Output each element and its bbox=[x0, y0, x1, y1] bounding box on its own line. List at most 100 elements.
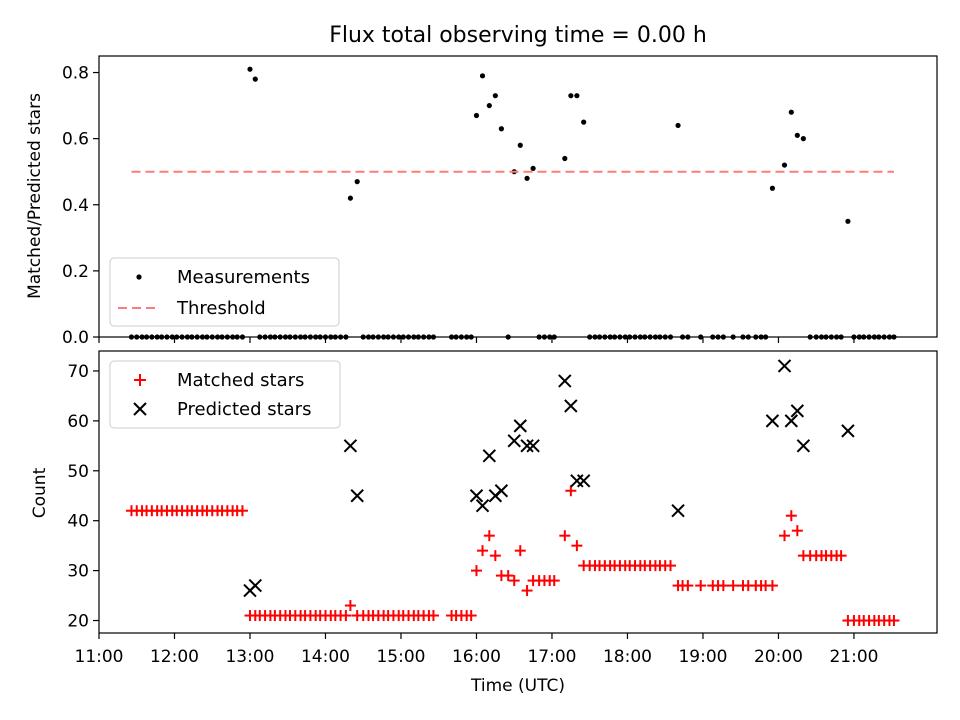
legend-matched-marker bbox=[134, 374, 146, 386]
predicted-star-point bbox=[796, 439, 811, 453]
x-b bbox=[343, 439, 358, 453]
predicted-star-point bbox=[520, 439, 534, 453]
measurement-point bbox=[247, 66, 253, 72]
measurement-point bbox=[492, 93, 498, 99]
x-tick-label: 11:00 bbox=[75, 647, 124, 667]
matched-star-point bbox=[565, 485, 577, 497]
y-tick-label: 20 bbox=[67, 612, 89, 632]
matched-star-point bbox=[727, 580, 739, 592]
x-tick-label: 20:00 bbox=[754, 647, 803, 667]
measurement-point bbox=[794, 132, 800, 138]
predicted-star-point bbox=[494, 484, 509, 498]
top-y-axis-label: Matched/Predicted stars bbox=[25, 93, 45, 299]
bottom-legend-box bbox=[109, 360, 341, 429]
x-b bbox=[248, 578, 262, 593]
y-tick-label: 0.8 bbox=[62, 64, 89, 84]
predicted-star-point bbox=[671, 504, 685, 518]
x-b bbox=[841, 424, 855, 438]
legend-matched-label: Matched stars bbox=[177, 370, 304, 391]
x-tick-label: 17:00 bbox=[527, 647, 576, 667]
matched-star-point bbox=[785, 510, 797, 522]
y-tick-label: 50 bbox=[67, 462, 89, 482]
predicted-star-point bbox=[576, 474, 591, 488]
measurement-point bbox=[675, 122, 681, 129]
matched-star-point bbox=[489, 550, 501, 562]
predicted-star-point bbox=[558, 374, 572, 388]
bottom-plot-area bbox=[125, 359, 900, 627]
x-tick-label: 21:00 bbox=[829, 647, 878, 667]
measurement-point bbox=[581, 119, 587, 125]
matched-star-point bbox=[502, 570, 514, 582]
matched-star-point bbox=[465, 610, 477, 622]
measurement-point bbox=[769, 185, 776, 191]
legend-measurements-marker bbox=[136, 274, 142, 280]
x-b bbox=[526, 439, 540, 453]
x-b bbox=[777, 359, 792, 373]
predicted-star-point bbox=[248, 578, 262, 593]
y-tick-label: 30 bbox=[67, 562, 89, 582]
matched-star-point bbox=[548, 575, 560, 587]
measurement-point bbox=[473, 112, 480, 119]
x-b bbox=[494, 484, 509, 498]
x-b bbox=[475, 499, 490, 513]
matched-star-point bbox=[427, 610, 439, 622]
predicted-star-point bbox=[513, 419, 527, 433]
x-b bbox=[784, 414, 799, 428]
top-legend-box bbox=[109, 257, 340, 327]
x-tick-label: 15:00 bbox=[376, 647, 425, 667]
x-tick-label: 14:00 bbox=[301, 647, 350, 667]
y-tick-label: 0.0 bbox=[62, 328, 89, 348]
measurement-point bbox=[252, 76, 258, 82]
x-tick-label: 18:00 bbox=[603, 647, 652, 667]
x-b bbox=[765, 414, 780, 428]
x-b bbox=[558, 374, 572, 388]
matched-star-point bbox=[766, 580, 778, 592]
y-tick-label: 0.4 bbox=[62, 196, 89, 216]
predicted-star-point bbox=[507, 434, 521, 448]
x-b bbox=[350, 489, 364, 503]
measurement-point bbox=[788, 109, 794, 115]
y-tick-label: 70 bbox=[67, 362, 89, 382]
matched-star-point bbox=[778, 530, 790, 542]
matched-star-point bbox=[791, 525, 803, 537]
bottom-y-ticks: 20 30 40 50 60 70 bbox=[67, 362, 99, 632]
x-tick-label: 12:00 bbox=[150, 647, 199, 667]
x-b bbox=[796, 439, 811, 453]
predicted-star-point bbox=[841, 424, 855, 438]
legend-threshold-label: Threshold bbox=[176, 298, 266, 319]
predicted-star-point bbox=[564, 399, 578, 413]
measurement-point bbox=[562, 155, 568, 162]
measurement-point bbox=[568, 93, 574, 99]
x-b bbox=[469, 489, 484, 503]
matched-star-point bbox=[695, 580, 707, 592]
matched-star-point bbox=[571, 540, 583, 552]
matched-star-point bbox=[514, 545, 526, 557]
x-tick-label: 13:00 bbox=[225, 647, 274, 667]
measurement-point bbox=[354, 179, 360, 185]
top-legend: Measurements Threshold bbox=[109, 257, 340, 327]
matched-star-point bbox=[236, 505, 248, 517]
top-y-ticks: 0.0 0.2 0.4 0.6 0.8 bbox=[62, 64, 99, 348]
predicted-star-point bbox=[482, 449, 497, 463]
y-tick-label: 0.6 bbox=[62, 130, 89, 150]
matched-star-point bbox=[344, 600, 356, 612]
predicted-star-point bbox=[475, 499, 490, 513]
predicted-star-point bbox=[469, 489, 484, 503]
measurement-point bbox=[517, 142, 523, 148]
y-tick-label: 40 bbox=[67, 512, 89, 532]
bottom-y-axis-label: Count bbox=[30, 467, 50, 518]
predicted-star-point bbox=[343, 439, 358, 453]
predicted-star-point bbox=[790, 404, 805, 418]
bottom-x-ticks: 11:00 12:00 13:00 14:00 15:00 16:00 17:00 18:00… bbox=[75, 633, 878, 667]
measurement-point bbox=[498, 126, 504, 132]
chart-title: Flux total observing time = 0.00 h bbox=[329, 23, 707, 48]
predicted-star-point bbox=[526, 439, 540, 453]
matched-star-point bbox=[717, 580, 729, 592]
predicted-star-point bbox=[777, 359, 792, 373]
predicted-star-point bbox=[350, 489, 364, 503]
x-b bbox=[507, 434, 521, 448]
y-tick-label: 0.2 bbox=[62, 262, 89, 282]
matched-star-point bbox=[835, 550, 847, 562]
